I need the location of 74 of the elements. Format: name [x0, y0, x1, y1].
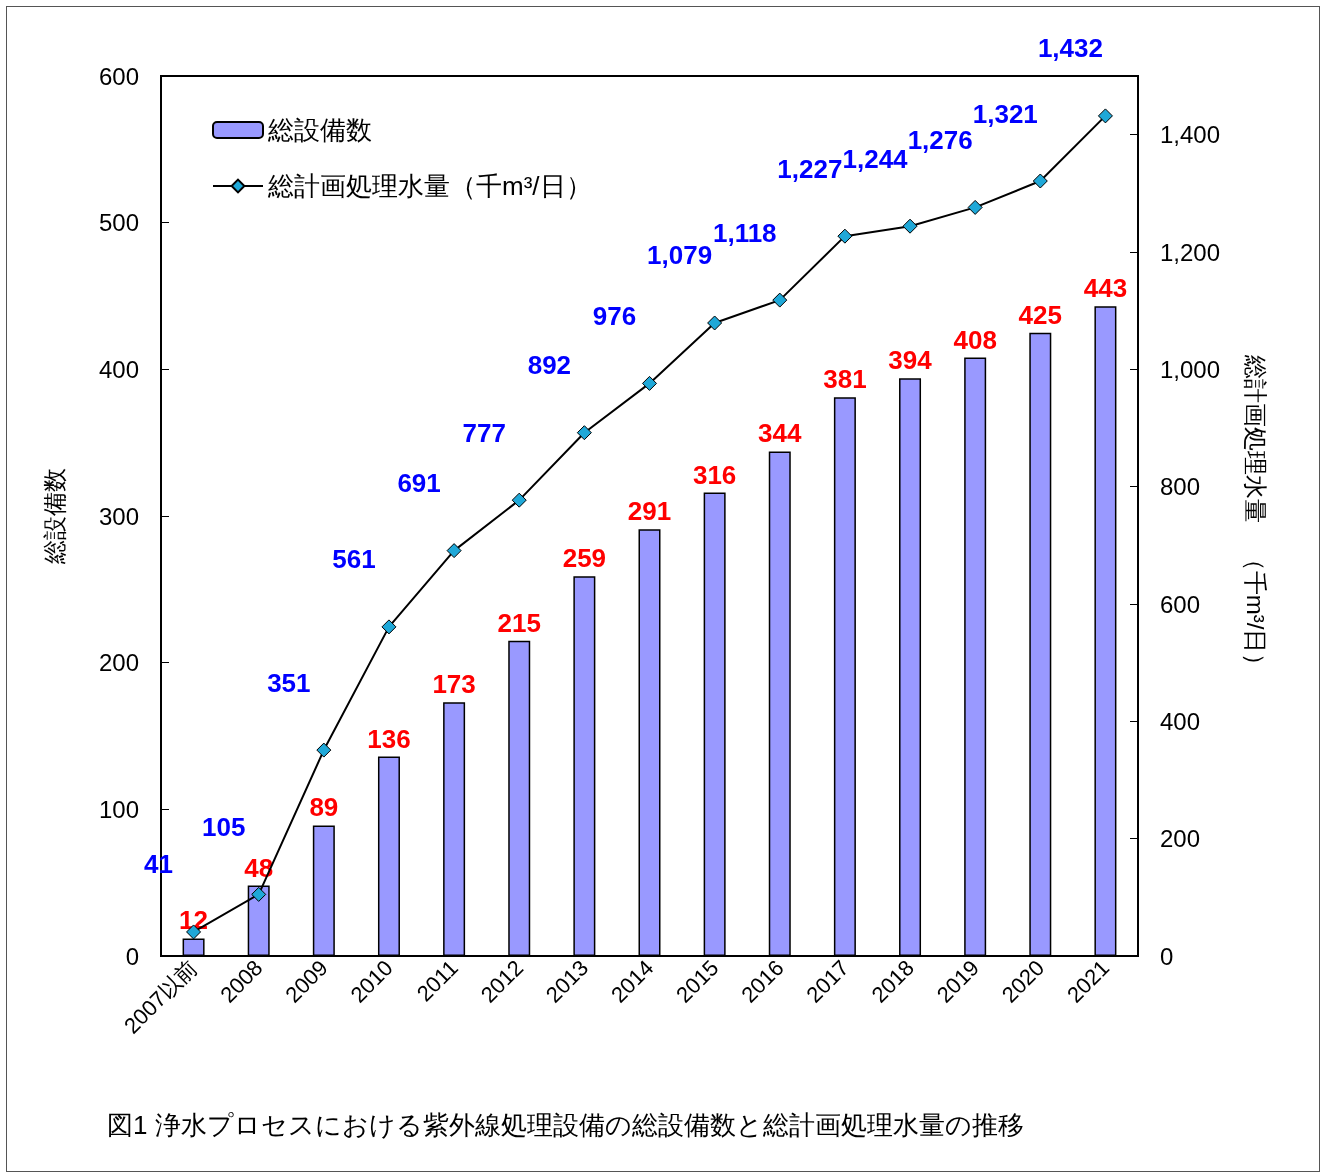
data-label: 408	[953, 324, 997, 355]
point	[642, 375, 657, 391]
bar	[573, 576, 596, 956]
data-label: 316	[692, 459, 737, 490]
y-tick-label: 0	[125, 942, 139, 970]
bar	[1094, 306, 1117, 956]
y2-axis-title: 総計画処理水量 （千m³/日）	[1241, 353, 1269, 678]
data-label: 561	[332, 544, 376, 575]
y2-tick-label: 1,200	[1160, 238, 1221, 266]
bar	[508, 640, 531, 956]
point	[316, 742, 332, 758]
data-label: 1,079	[647, 240, 713, 271]
data-label: 351	[267, 667, 311, 698]
bar	[638, 529, 661, 956]
point	[446, 543, 462, 559]
data-label: 173	[432, 669, 476, 700]
data-label: 1,244	[842, 143, 909, 174]
bar	[443, 702, 466, 956]
data-label: 1,227	[777, 153, 843, 184]
y2-tick-label: 400	[1160, 707, 1201, 735]
bar	[312, 825, 335, 956]
point	[967, 199, 983, 215]
y2-tick-label: 800	[1160, 473, 1201, 501]
point	[837, 228, 853, 244]
point	[381, 619, 397, 635]
data-label: 425	[1018, 299, 1062, 330]
point	[1032, 173, 1048, 189]
bar	[833, 397, 856, 956]
point	[707, 315, 723, 331]
point	[902, 218, 918, 234]
data-label: 259	[562, 543, 607, 574]
point	[772, 292, 788, 308]
legend-label: 総設備数	[267, 115, 372, 145]
y2-tick-label: 0	[1160, 942, 1174, 970]
data-label: 777	[462, 417, 506, 448]
data-label: 976	[592, 300, 637, 331]
y-tick-label: 400	[98, 355, 139, 383]
point	[511, 492, 527, 508]
data-label: 89	[309, 792, 339, 823]
data-label: 105	[202, 811, 246, 842]
data-label: 1,432	[1037, 33, 1103, 64]
bar	[1029, 332, 1052, 956]
y2-tick-label: 200	[1160, 825, 1201, 853]
point	[1097, 108, 1113, 124]
data-label: 443	[1083, 273, 1128, 304]
point	[576, 425, 592, 441]
y-tick-label: 500	[98, 209, 139, 237]
y-tick-label: 200	[98, 649, 139, 677]
data-label: 1,276	[907, 124, 973, 155]
point	[251, 886, 267, 902]
y-tick-label: 100	[98, 795, 139, 823]
text: 図1 浄水プロセスにおける紫外線処理設備の総設備数と総計画処理水量の推移	[107, 1110, 1024, 1140]
data-label: 291	[627, 496, 672, 527]
bar	[377, 756, 400, 956]
data-label: 136	[367, 723, 411, 754]
data-label: 394	[888, 345, 933, 376]
y-tick-label: 600	[98, 62, 139, 90]
y2-tick-label: 1,400	[1160, 121, 1221, 149]
data-label: 892	[527, 350, 572, 381]
data-label: 344	[758, 418, 802, 449]
data-label: 1,118	[712, 217, 777, 248]
data-label: 381	[823, 364, 867, 395]
bar	[703, 492, 726, 956]
data-label: 1,321	[972, 98, 1038, 129]
bar	[899, 378, 922, 956]
bar	[768, 451, 791, 956]
data-label: 215	[497, 607, 541, 638]
bar	[964, 357, 987, 956]
y2-tick-label: 1,000	[1160, 355, 1221, 383]
y-tick-label: 300	[98, 502, 139, 530]
data-label: 691	[397, 468, 441, 499]
y-axis-title: 総設備数	[40, 468, 68, 565]
y2-tick-label: 600	[1160, 590, 1201, 618]
legend-label: 総計画処理水量（千m³/日）	[267, 171, 592, 201]
